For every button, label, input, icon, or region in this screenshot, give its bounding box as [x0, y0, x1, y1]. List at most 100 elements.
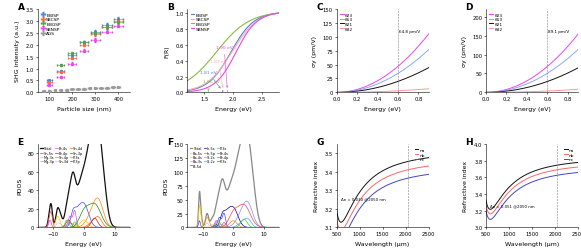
Total: [127, 226, 134, 229]
SBNSP: [195, 90, 202, 92]
Legend: δ23, δ13, δ21, δ32: δ23, δ13, δ21, δ32: [339, 12, 354, 33]
P-3s: [44, 226, 51, 229]
Br-4p: [44, 226, 51, 229]
In-5p: [276, 226, 283, 229]
Ba-3s: [257, 226, 264, 229]
nc: [400, 178, 407, 181]
Line: δ23: δ23: [336, 35, 429, 93]
Sn-3d: [127, 226, 134, 229]
In-5p: [256, 224, 263, 227]
δ21: [482, 92, 489, 94]
δ32: [417, 88, 424, 92]
SBCSP: [276, 12, 283, 16]
Y-axis label: Refractive index: Refractive index: [464, 160, 468, 212]
Legend: Total, Sn-5s, Mg-3s, Mg-3p, Br-4s, Br-4p, Sn-4p, Sn-3d, Sn-4d, Sn-3p, P-3s, P-3p: Total, Sn-5s, Mg-3s, Mg-3p, Br-4s, Br-4p…: [40, 146, 84, 164]
Sn-3p: [91, 217, 98, 220]
Ba-5s: [193, 226, 200, 229]
Mg-3p: [44, 226, 51, 229]
Line: Sn-5s: Sn-5s: [38, 212, 130, 228]
δ32: [388, 90, 395, 93]
nc: [575, 171, 581, 174]
Si-2z: [221, 226, 228, 229]
P-3s: [221, 226, 228, 229]
Text: Δn = 0.051 @2050 nm: Δn = 0.051 @2050 nm: [490, 204, 535, 208]
δ21: [483, 92, 490, 94]
Line: Total: Total: [187, 130, 279, 228]
Line: Si-2z: Si-2z: [187, 218, 279, 228]
Mg-3p: [106, 226, 113, 229]
Si-2s: [256, 226, 263, 229]
δ13: [333, 92, 340, 94]
nb: [550, 169, 557, 172]
Text: 89.1 pm/V: 89.1 pm/V: [548, 30, 569, 34]
Br-4s: [193, 226, 200, 229]
Y-axis label: F(R): F(R): [165, 45, 170, 58]
Sn-4d: [34, 226, 41, 229]
Sn-4p: [94, 196, 101, 200]
In-5s: [228, 205, 235, 208]
δ32: [482, 92, 489, 94]
δ21: [560, 74, 567, 77]
δ32: [388, 90, 394, 93]
Text: 1.90 eV: 1.90 eV: [216, 46, 232, 88]
nb: [400, 170, 407, 173]
Br-4s: [108, 226, 115, 229]
Line: Sn-3d: Sn-3d: [38, 216, 130, 228]
Ba-5s: [224, 226, 231, 229]
Ba-3s: [184, 226, 191, 229]
Ba-3s: [276, 226, 283, 229]
nb: [333, 216, 340, 219]
SBCSP: [242, 32, 249, 35]
Sn-5s: [75, 226, 82, 229]
SBCSP: [214, 72, 221, 75]
Total: [184, 226, 191, 229]
δ32: [537, 90, 544, 94]
In-5s: [257, 226, 264, 229]
Total: [34, 226, 41, 229]
BBGSP: [242, 23, 249, 26]
SBNSP: [220, 73, 227, 76]
δ32: [537, 90, 544, 94]
Line: SBCSP: SBCSP: [187, 14, 279, 91]
nc: [338, 238, 345, 240]
Br-4p: [256, 225, 263, 228]
Total: [256, 218, 263, 220]
Line: δ21: δ21: [486, 68, 578, 93]
δ32: [560, 89, 567, 92]
Ba-4s: [276, 226, 283, 229]
na: [400, 162, 407, 164]
Line: P-3s: P-3s: [187, 219, 279, 228]
Sn-3p: [98, 225, 105, 228]
P-3s: [276, 226, 283, 229]
Line: Br-4p: Br-4p: [38, 203, 130, 228]
BBGSP: [184, 80, 191, 83]
Ba-3s: [193, 226, 200, 229]
Sn-5s: [47, 210, 54, 213]
Total: [221, 182, 228, 186]
Total: [93, 118, 100, 121]
Text: G: G: [316, 138, 324, 147]
na: [550, 165, 557, 168]
nc: [519, 185, 526, 188]
nc: [400, 178, 407, 181]
BBGSP: [195, 72, 202, 74]
Y-axis label: Refractive index: Refractive index: [314, 160, 319, 212]
Br-4p: [98, 226, 105, 229]
P-3p: [34, 226, 41, 229]
Ba-4s: [256, 226, 263, 229]
Sn-3d: [54, 215, 61, 218]
P-3s: [241, 218, 248, 221]
X-axis label: Energy (eV): Energy (eV): [66, 242, 102, 246]
δ32: [389, 90, 396, 93]
Sn-4d: [71, 226, 78, 229]
In-5p: [193, 226, 200, 229]
Line: BBISP: BBISP: [187, 14, 279, 91]
Br-4p: [108, 226, 115, 229]
SBNSP: [276, 12, 283, 16]
Line: Br-4p: Br-4p: [187, 204, 279, 228]
Line: nb: nb: [486, 167, 578, 214]
SBNSP: [250, 24, 257, 27]
Mg-3s: [106, 226, 113, 229]
BBISP: [220, 64, 227, 67]
nc: [541, 177, 548, 180]
